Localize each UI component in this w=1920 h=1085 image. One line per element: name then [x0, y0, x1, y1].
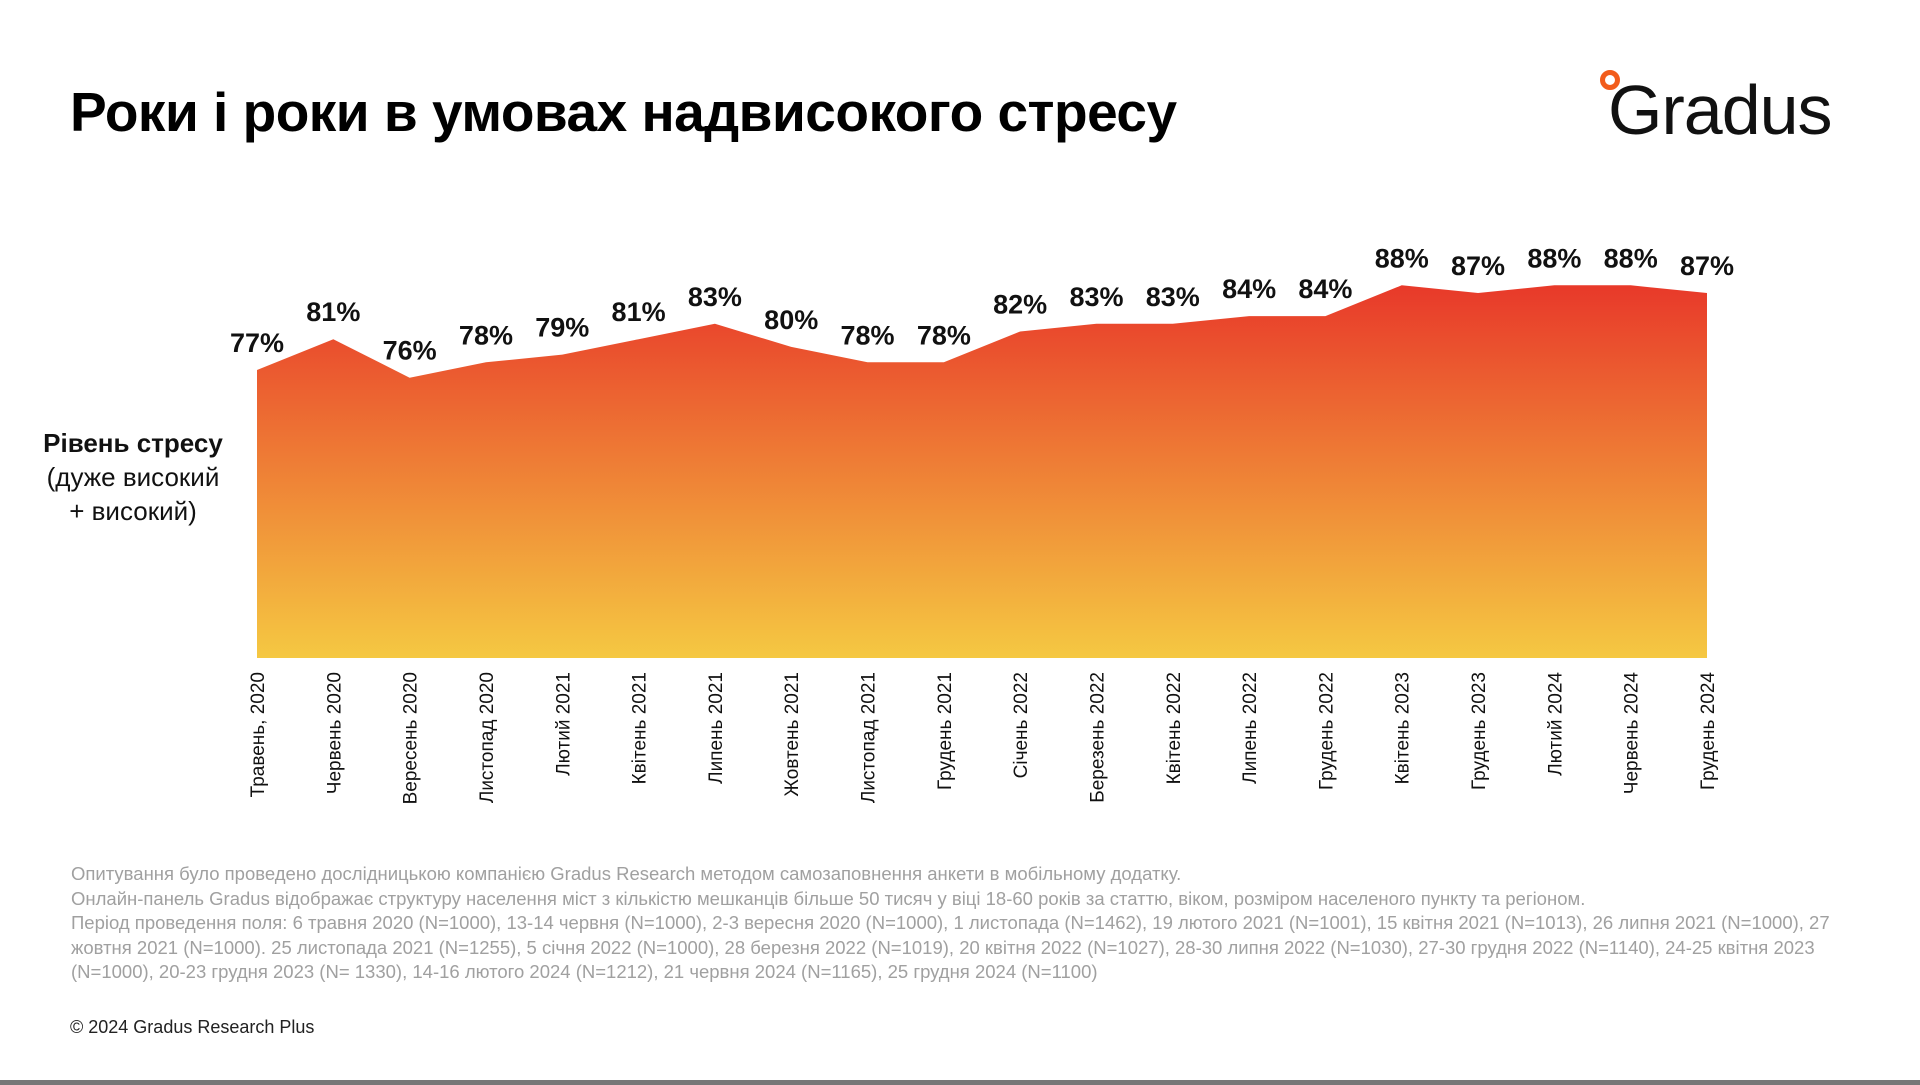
x-tick-label: Грудень 2021 [935, 672, 956, 790]
page-title: Роки і роки в умовах надвисокого стресу [70, 81, 1177, 143]
x-tick-label: Вересень 2020 [401, 672, 422, 804]
copyright: © 2024 Gradus Research Plus [70, 1017, 315, 1037]
data-label: 77% [230, 328, 284, 358]
survey-notes: Опитування було проведено дослідницькою … [71, 862, 1871, 985]
y-label-line1: Рівень стресу [43, 428, 223, 458]
data-label: 76% [383, 336, 437, 366]
data-label: 87% [1451, 251, 1505, 281]
data-label: 83% [1069, 282, 1123, 312]
data-label: 81% [306, 297, 360, 327]
data-label: 88% [1527, 243, 1581, 273]
note-line: Опитування було проведено дослідницькою … [71, 863, 1182, 884]
gradus-logo: Gradus [1600, 70, 1860, 150]
x-tick-label: Травень, 2020 [248, 672, 269, 797]
data-label: 82% [993, 290, 1047, 320]
x-tick-label: Березень 2022 [1087, 672, 1108, 803]
note-line: Період проведення поля: 6 травня 2020 (N… [71, 912, 1830, 982]
logo-text: Gradus [1608, 71, 1833, 149]
x-tick-label: Листопад 2021 [859, 672, 880, 803]
data-label: 88% [1375, 243, 1429, 273]
stress-area-chart: 77% Травень, 2020 81% Червень 2020 76% Вересе… [230, 243, 1734, 804]
x-tick-label: Квітень 2022 [1164, 672, 1185, 784]
data-label: 81% [612, 297, 666, 327]
data-label: 87% [1680, 251, 1734, 281]
note-line: Онлайн-панель Gradus відображає структур… [71, 887, 1586, 909]
x-tick-label: Липень 2021 [706, 672, 727, 784]
x-tick-label: Жовтень 2021 [782, 672, 803, 797]
y-axis-label: Рівень стресу (дуже високий + високий) [20, 426, 246, 528]
x-tick-label: Червень 2020 [324, 672, 345, 794]
x-tick-label: Лютий 2024 [1545, 672, 1566, 776]
x-tick-label: Липень 2022 [1240, 672, 1261, 784]
data-label: 79% [535, 313, 589, 343]
data-label: 78% [841, 320, 895, 350]
data-label: 78% [459, 320, 513, 350]
bottom-divider [0, 1080, 1920, 1085]
x-tick-label: Листопад 2020 [477, 672, 498, 803]
data-label: 83% [688, 282, 742, 312]
x-tick-label: Квітень 2023 [1393, 672, 1414, 784]
x-tick-label: Червень 2024 [1622, 672, 1643, 795]
data-label: 78% [917, 320, 971, 350]
data-label: 83% [1146, 282, 1200, 312]
x-tick-label: Лютий 2021 [553, 672, 574, 776]
x-tick-label: Грудень 2024 [1698, 672, 1719, 790]
data-label: 84% [1222, 274, 1276, 304]
x-tick-label: Січень 2022 [1011, 672, 1032, 778]
data-label: 88% [1604, 243, 1658, 273]
stress-area [257, 285, 1707, 658]
x-tick-label: Грудень 2023 [1469, 672, 1490, 790]
y-label-line3: + високий) [69, 496, 197, 526]
data-label: 84% [1298, 274, 1352, 304]
logo-dot-icon [1600, 70, 1620, 90]
data-label: 80% [764, 305, 818, 335]
y-label-line2: (дуже високий [46, 462, 220, 492]
x-tick-label: Грудень 2022 [1316, 672, 1337, 790]
x-tick-label: Квітень 2021 [630, 672, 651, 784]
